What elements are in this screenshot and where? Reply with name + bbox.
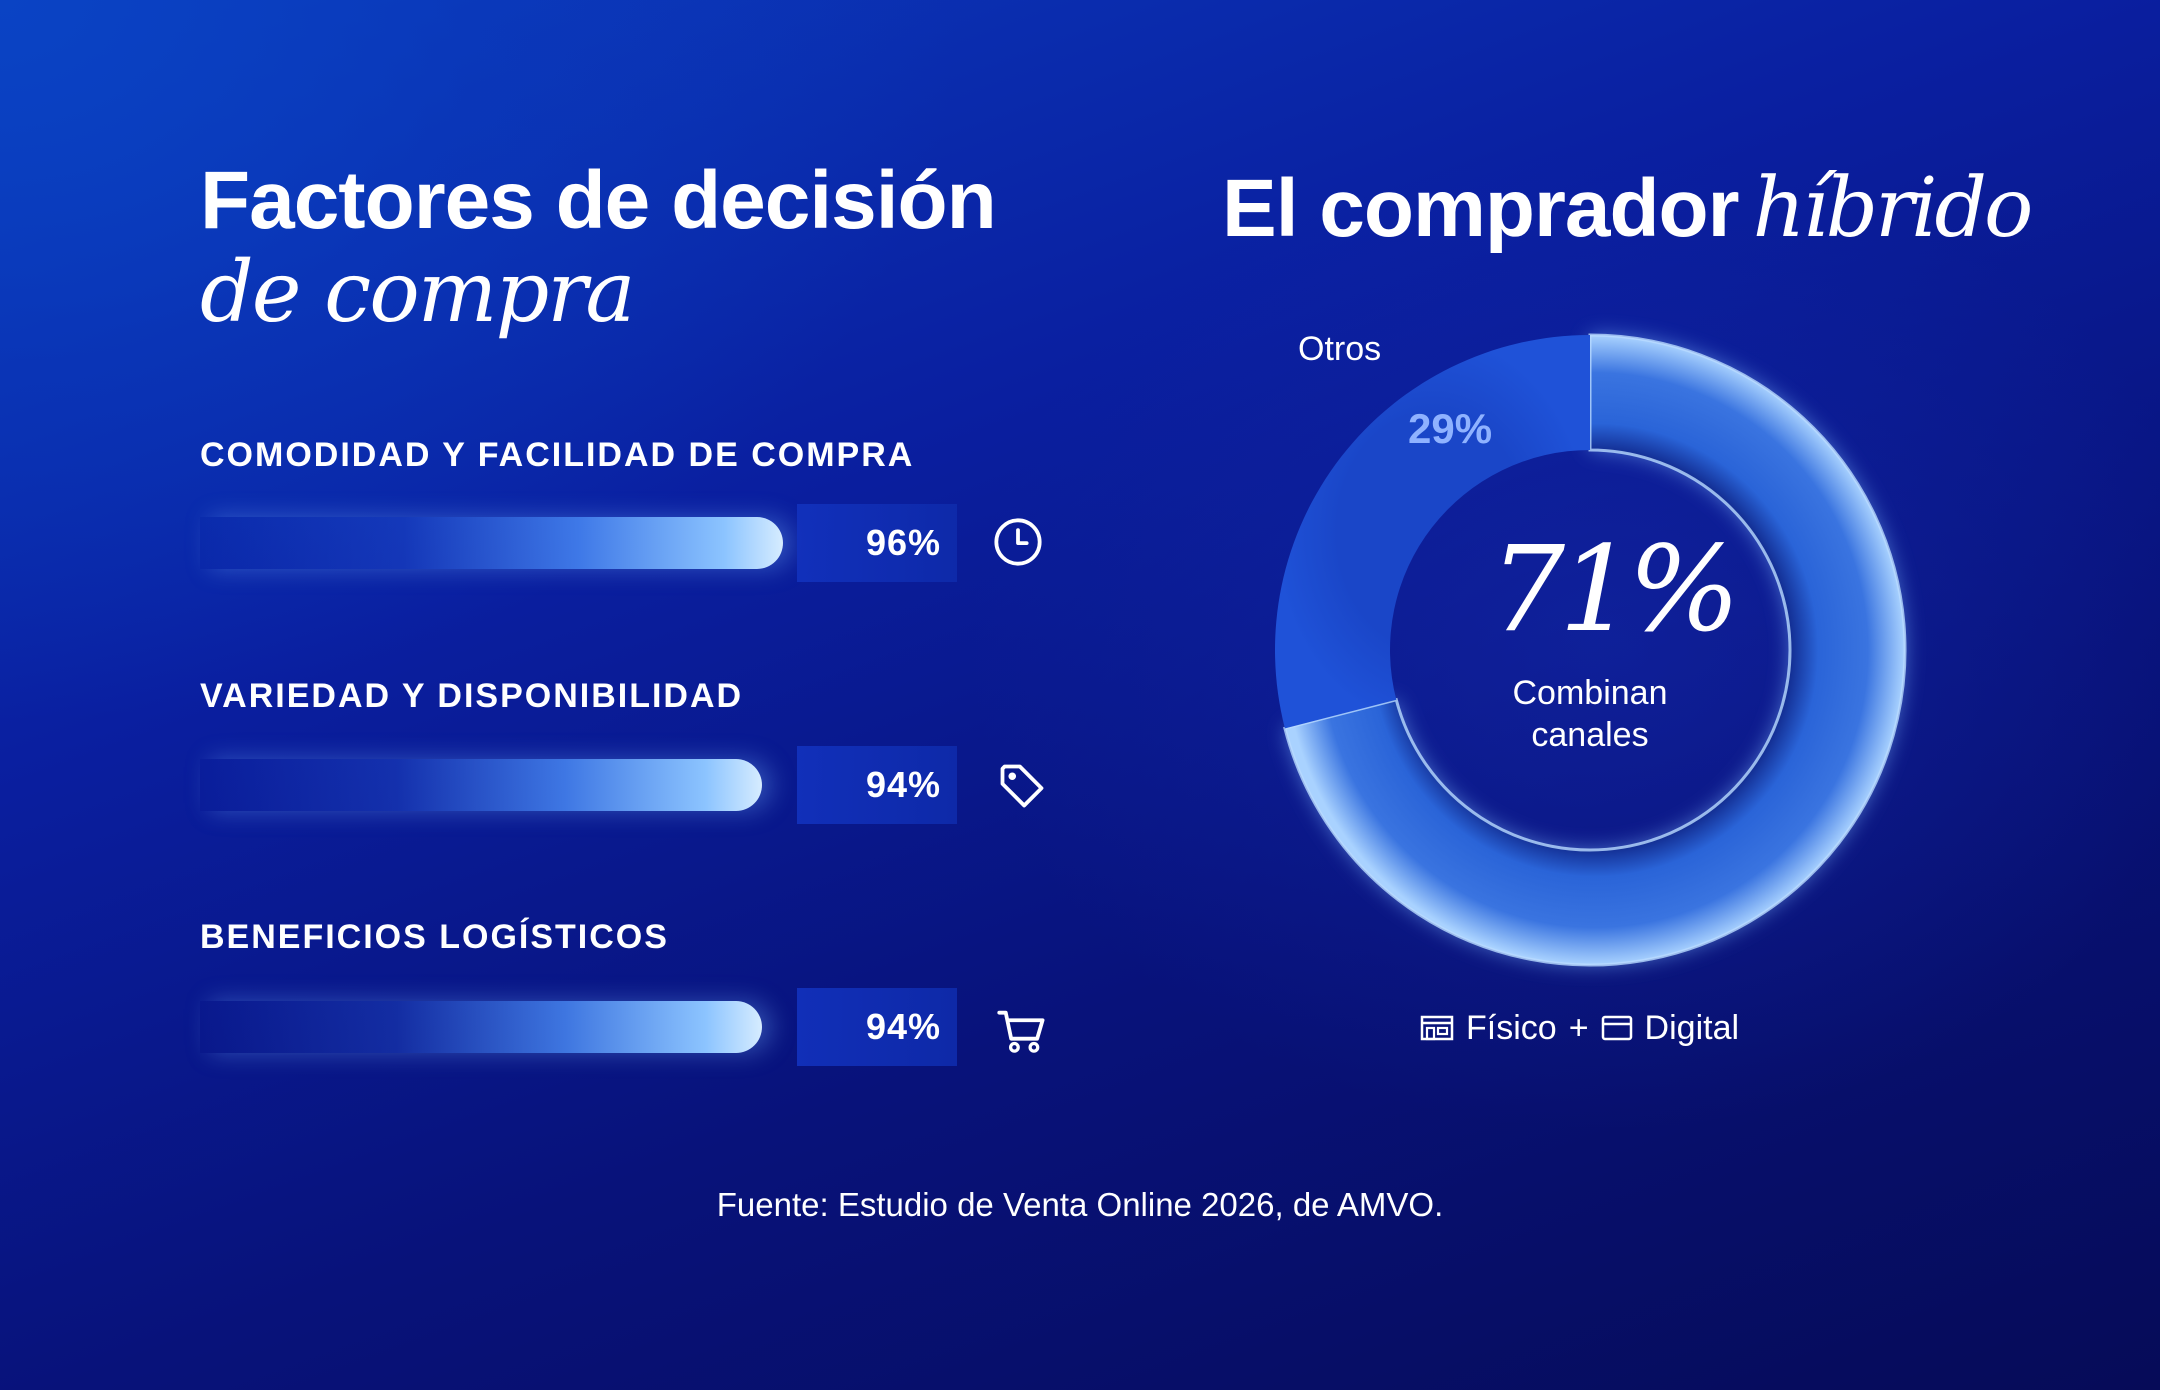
factor-value-box: 96% <box>797 504 957 582</box>
source-note: Fuente: Estudio de Venta Online 2026, de… <box>716 1186 1444 1223</box>
factor-bar-row: 96% <box>200 504 957 582</box>
factor-bar <box>200 517 783 569</box>
factor-bar <box>200 1001 762 1053</box>
factor-value-label: 94% <box>865 1006 941 1047</box>
factor-value-label: 94% <box>865 764 941 805</box>
hybrid-label-line2: canales <box>1531 716 1649 754</box>
factor-label: BENEFICIOS LOGÍSTICOS <box>200 918 669 956</box>
store-icon <box>1420 1015 1454 1041</box>
left-title-italic: de compra <box>200 243 635 341</box>
right-title-italic: híbrido <box>1752 161 2034 256</box>
hybrid-value: 71% <box>1490 520 1740 658</box>
clock-icon <box>994 518 1042 566</box>
right-title: El comprador híbrido <box>1222 168 2033 250</box>
hybrid-label: Combinan canales <box>1440 672 1740 756</box>
factor-label: VARIEDAD Y DISPONIBILIDAD <box>200 677 744 715</box>
others-value: 29% <box>1408 405 1493 452</box>
factor-label: COMODIDAD Y FACILIDAD DE COMPRA <box>200 436 915 474</box>
right-title-main: El comprador <box>1222 163 1740 254</box>
left-title: Factores de decisión <box>200 155 997 246</box>
hybrid-label-line1: Combinan <box>1512 674 1668 712</box>
cart-icon <box>997 1010 1045 1053</box>
factor-bar-row: 94% <box>200 746 957 824</box>
browser-window-icon <box>1601 1015 1632 1041</box>
hybrid-donut-chart <box>1275 333 1907 967</box>
factor-value-box: 94% <box>797 988 957 1066</box>
legend-digital: Digital <box>1644 1008 1740 1047</box>
factor-value-label: 96% <box>865 522 941 563</box>
tag-icon <box>1000 764 1044 808</box>
factor-bar <box>200 759 762 811</box>
legend-plus: + <box>1568 1008 1589 1047</box>
donut-slice-others <box>1275 335 1590 729</box>
legend-physical: Físico <box>1466 1008 1557 1047</box>
donut-slice-combined <box>1283 333 1907 967</box>
others-label: Otros <box>1298 330 1382 368</box>
factor-value-box: 94% <box>797 746 957 824</box>
factor-bar-row: 94% <box>200 988 957 1066</box>
channel-legend: Físico + Digital <box>1420 1005 1739 1051</box>
